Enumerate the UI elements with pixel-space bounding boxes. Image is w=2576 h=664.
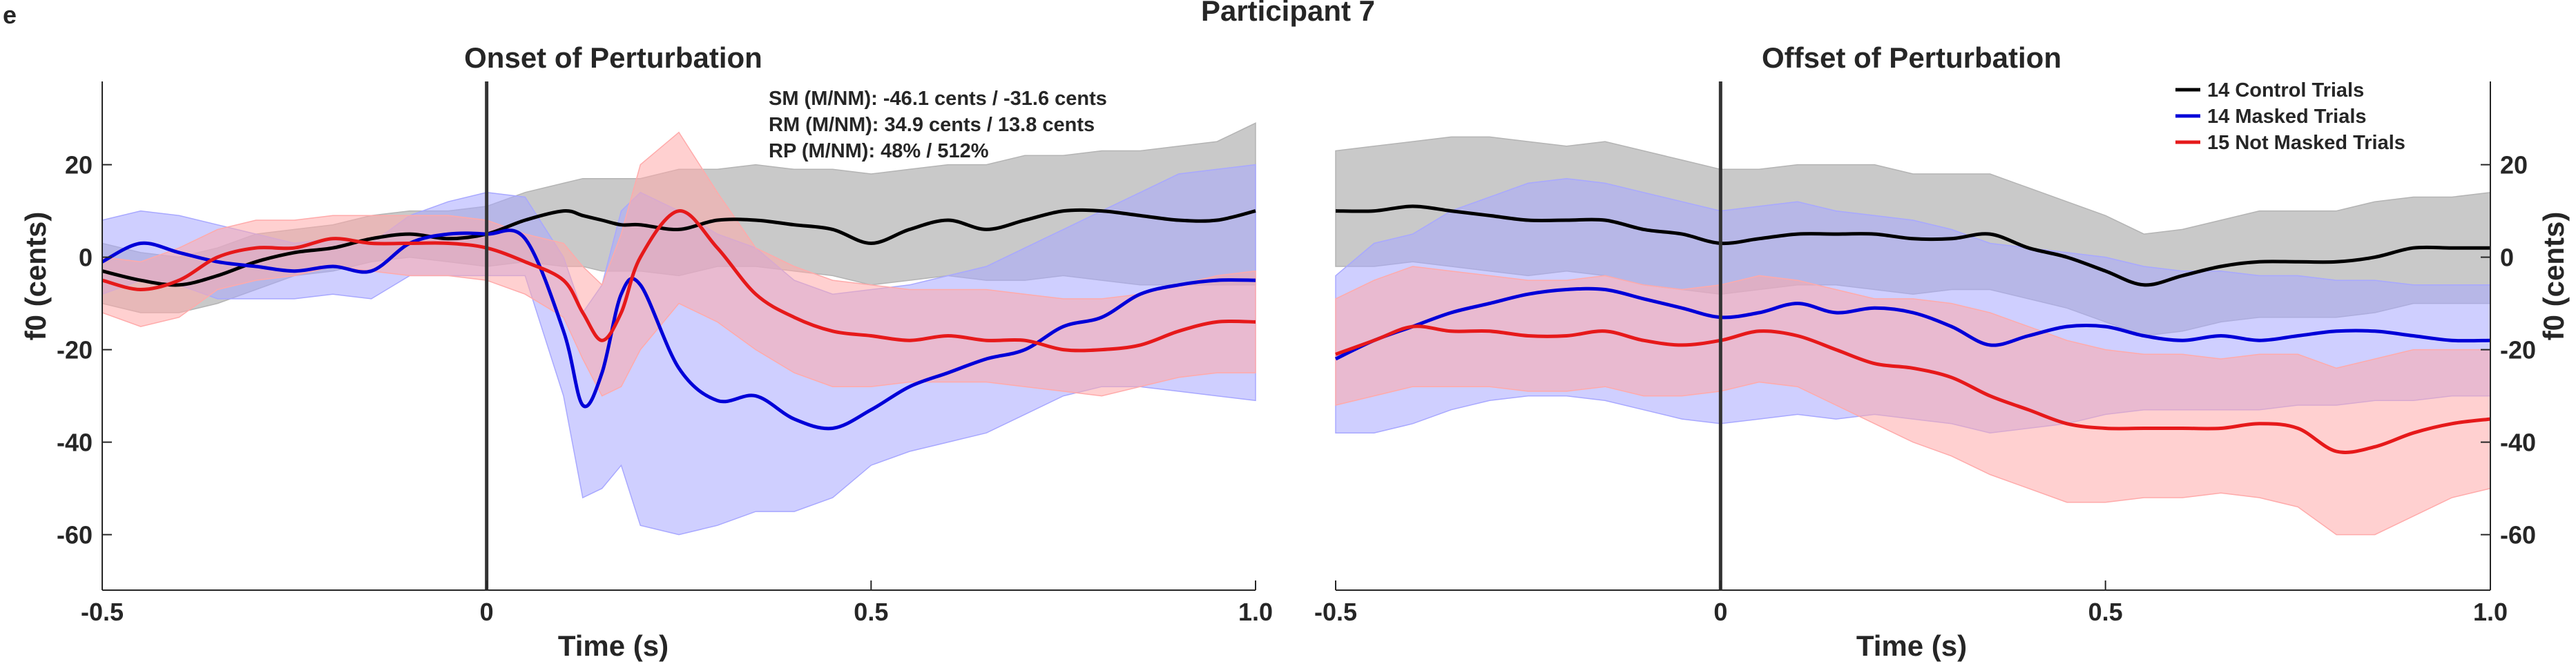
panel-letter: e: [3, 1, 17, 29]
offset-y-tick-label: 0: [2500, 244, 2514, 272]
offset-y-tick-label: 20: [2500, 151, 2528, 179]
onset-line-control: [102, 208, 1256, 287]
onset-xlabel: Time (s): [558, 629, 669, 662]
offset-line-not-masked: [1335, 324, 2491, 454]
onset-y-tick-label: -60: [57, 521, 93, 549]
legend-label-control: 14 Control Trials: [2207, 79, 2364, 101]
offset-y-tick-label: -20: [2500, 336, 2536, 364]
offset-x-tick-label: 0.5: [2088, 598, 2123, 626]
figure-title: Participant 7: [1201, 0, 1375, 27]
offset-ylabel: f0 (cents): [2537, 212, 2570, 341]
onset-y-tick-label: -40: [57, 429, 93, 457]
annotation-rp: RP (M/NM): 48% / 512%: [769, 140, 989, 162]
onset-line-not-masked: [102, 209, 1256, 353]
offset-xlabel: Time (s): [1856, 629, 1967, 662]
offset-y-tick-label: -40: [2500, 429, 2536, 457]
offset-x-tick-label: 1.0: [2473, 598, 2508, 626]
onset-x-tick-label: 1.0: [1238, 598, 1273, 626]
offset-line-masked: [1334, 286, 2491, 361]
onset-y-tick-label: 20: [65, 151, 93, 179]
offset-x-tick-label: -0.5: [1314, 598, 1357, 626]
annotation-rm: RM (M/NM): 34.9 cents / 13.8 cents: [769, 114, 1095, 136]
offset-y-tick-label: -60: [2500, 521, 2536, 549]
offset-panel: -0.5 0 0.5 1.0 20 0 -20 -40 -60 Offset of Pertur…: [1314, 41, 2570, 662]
annotation-sm: SM (M/NM): -46.1 cents / -31.6 cents: [769, 88, 1107, 110]
onset-y-tick-label: 0: [79, 244, 93, 272]
legend-label-not-masked: 15 Not Masked Trials: [2207, 132, 2405, 154]
offset-line-control: [1335, 204, 2490, 287]
onset-plot-area: -0.5 0 0.5 1.0 20 0 -20 -40 -60: [57, 81, 1273, 626]
legend-label-masked: 14 Masked Trials: [2207, 106, 2367, 128]
offset-title: Offset of Perturbation: [1762, 41, 2061, 74]
onset-panel: -0.5 0 0.5 1.0 20 0 -20 -40 -60 Onset of Perturb…: [19, 41, 1273, 662]
onset-y-tick-label: -20: [57, 336, 93, 364]
onset-line-masked: [101, 228, 1256, 431]
onset-x-tick-label: -0.5: [81, 598, 124, 626]
offset-plot-area: -0.5 0 0.5 1.0 20 0 -20 -40 -60: [1314, 81, 2536, 626]
onset-title: Onset of Perturbation: [464, 41, 762, 74]
onset-x-tick-label: 0.5: [854, 598, 888, 626]
onset-ylabel: f0 (cents): [19, 212, 52, 341]
offset-x-tick-label: 0: [1713, 598, 1727, 626]
onset-x-tick-label: 0: [480, 598, 494, 626]
legend: 14 Control Trials 14 Masked Trials 15 No…: [2175, 79, 2405, 154]
